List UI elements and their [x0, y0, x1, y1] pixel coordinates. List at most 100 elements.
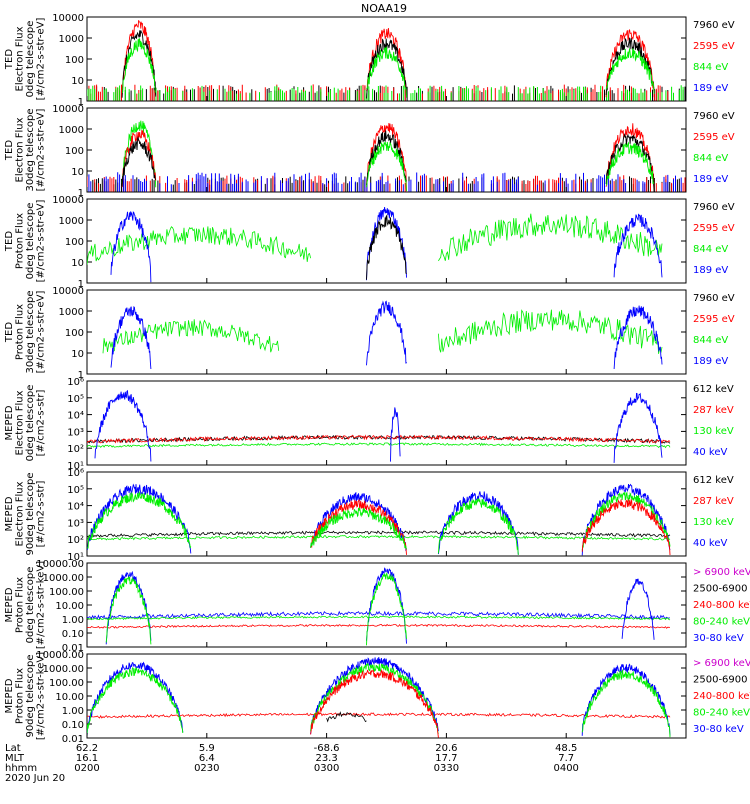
y-tick-label: 10000 [52, 104, 84, 115]
legend-entry: 844 eV [693, 244, 728, 255]
y-axis-label: Proton Flux [15, 213, 26, 269]
series-black-noise [88, 85, 686, 101]
y-tick-label: 10 [71, 258, 84, 269]
chart-title: NOAA19 [361, 2, 407, 15]
y-axis-label: 90deg telescope [25, 654, 36, 737]
y-axis-label: [#/cm2-s-str] [36, 389, 47, 456]
series-green-band [87, 615, 671, 621]
y-tick-label: 10000.00 [36, 559, 84, 570]
legend-entry: 844 eV [693, 335, 728, 346]
y-tick-label: 10⁴ [67, 411, 84, 422]
panel-data [87, 120, 686, 192]
legend-entry: 80-240 keV [693, 617, 750, 628]
series-black-band [326, 711, 367, 723]
y-axis-label: Proton Flux [15, 668, 26, 724]
series-red-band [87, 712, 671, 719]
x-tick-lat: 48.5 [555, 743, 577, 754]
legend-entry: 30-80 keV [693, 724, 744, 735]
series-green-noise [87, 85, 684, 101]
y-tick-label: 1000 [59, 125, 84, 136]
y-axis-label: [#/cm2-s-str-keV] [36, 561, 47, 649]
legend-entry: 80-240 keV [693, 708, 750, 719]
series-red-burst [581, 498, 671, 556]
x-tick-lat: -68.6 [314, 743, 340, 754]
series-green-burst [366, 571, 407, 646]
series-green-burst [121, 38, 157, 94]
panel-3: 10000 1000 100 10 1 TED Proton Flux 0deg telesc… [4, 195, 735, 290]
series-black-burst [605, 132, 655, 192]
legend-entry: 844 eV [693, 62, 728, 73]
x-tick-hhmm: 0200 [74, 763, 99, 774]
y-tick-label: 1.00 [62, 706, 84, 717]
y-tick-label: 10³ [67, 427, 84, 438]
series-red-burst [366, 27, 407, 92]
series-green-burst [605, 141, 655, 186]
y-tick-label: 100 [65, 237, 84, 248]
y-axis-label: 0deg telescope [25, 203, 36, 280]
series-green-burst [366, 46, 407, 98]
y-tick-label: 0.10 [62, 629, 84, 640]
series-blue-burst [310, 492, 407, 552]
panel-5: 10⁶ 10⁵ 10⁴ 10³ 10² 10¹ MEPED Electron Flux 0deg… [4, 377, 734, 472]
y-tick-label: 10000.00 [36, 650, 84, 661]
y-axis-label: TED [4, 140, 15, 161]
x-tick-mlt: 6.4 [199, 753, 215, 764]
y-axis-label: 30deg telescope [25, 290, 36, 373]
y-axis-label: [#/cm2-s-str-eV] [36, 291, 47, 374]
legend-entry: 2595 eV [693, 41, 735, 52]
y-tick-label: 100 [65, 55, 84, 66]
y-tick-label: 10000 [52, 13, 84, 24]
series-blue-burst [366, 567, 407, 644]
panel-data [87, 206, 663, 283]
series-green-burst [87, 490, 192, 549]
legend-entry: 2595 eV [693, 314, 735, 325]
y-tick-label: 1000 [59, 307, 84, 318]
y-tick-label: 10 [71, 76, 84, 87]
y-tick-label: 10² [67, 535, 84, 546]
series-red-burst [605, 123, 655, 192]
panels: 10000 1000 100 10 1 TED Electron Flux 0deg tele… [4, 13, 750, 745]
panel-1: 10000 1000 100 10 1 TED Electron Flux 0deg tele… [4, 13, 735, 108]
series-red-band [87, 434, 671, 444]
y-axis-label: 0deg telescope [25, 567, 36, 644]
series-red-noise [87, 84, 669, 101]
legend-entry: 240-800 keV [693, 600, 750, 611]
legend-entry: 40 keV [693, 538, 727, 549]
x-row-label: 2020 Jun 20 [5, 773, 65, 784]
legend-entry: 7960 eV [693, 20, 735, 31]
series-blue-burst [87, 483, 192, 554]
x-tick-lat: 62.2 [76, 743, 98, 754]
series-blue-burst [110, 211, 152, 283]
x-tick-mlt: 7.7 [558, 753, 574, 764]
y-axis-label: Electron Flux [15, 26, 26, 91]
legend-entry: 130 keV [693, 517, 734, 528]
series-red-burst [605, 28, 655, 98]
legend-entry: 844 eV [693, 153, 728, 164]
series-green-burst [581, 668, 671, 738]
x-row-label: Lat [5, 743, 21, 754]
y-tick-label: 1000.00 [43, 664, 84, 675]
y-tick-label: 10.00 [55, 692, 84, 703]
y-tick-label: 10 [71, 167, 84, 178]
y-tick-label: 1 [78, 370, 84, 381]
legend-entry: 30-80 keV [693, 633, 744, 644]
legend-entry: 7960 eV [693, 202, 735, 213]
series-green-band [102, 319, 280, 354]
legend-entry: 189 eV [693, 356, 728, 367]
panel-8: 10000.00 1000.00 100.00 10.00 1.00 0.10 0.01 ME… [4, 650, 750, 745]
y-tick-label: 10¹ [67, 552, 84, 563]
legend-entry: 7960 eV [693, 111, 735, 122]
x-tick-hhmm: 0400 [553, 763, 578, 774]
legend-entry: 40 keV [693, 447, 727, 458]
y-axis-label: Proton Flux [15, 577, 26, 633]
y-tick-label: 10¹ [67, 461, 84, 472]
panel-data [87, 657, 671, 738]
legend-entry: 189 eV [693, 83, 728, 94]
series-blue-burst [390, 407, 401, 462]
y-tick-label: 0.01 [62, 643, 84, 654]
series-blue-burst [613, 305, 663, 370]
x-tick-mlt: 17.7 [435, 753, 457, 764]
y-axis-label: 90deg telescope [25, 472, 36, 555]
